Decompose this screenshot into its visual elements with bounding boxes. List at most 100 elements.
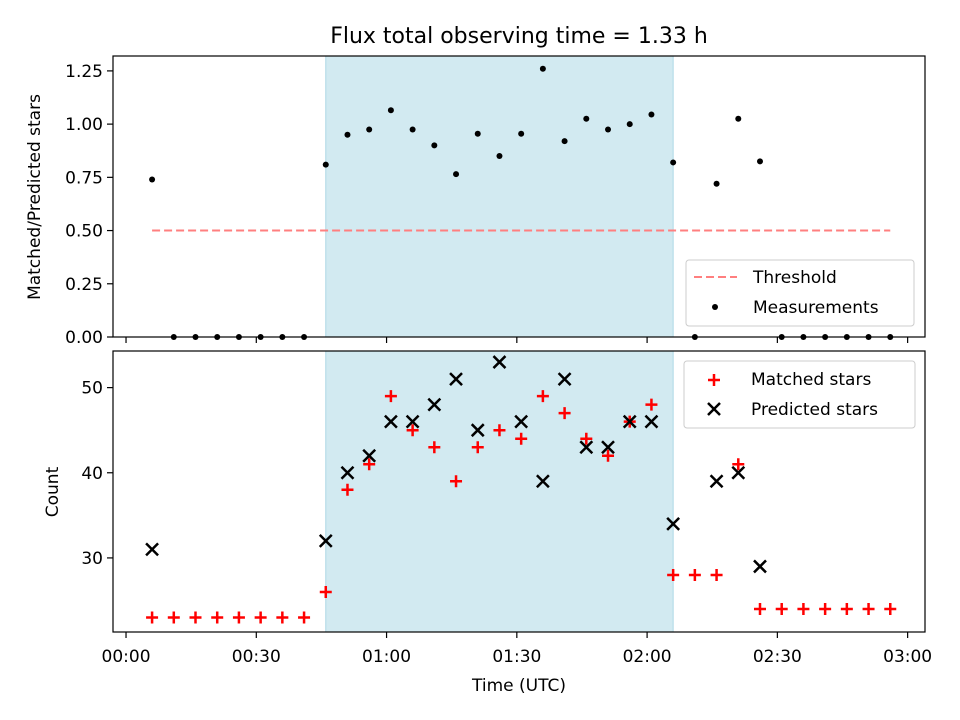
measurement-point	[409, 126, 416, 133]
measurement-point	[670, 159, 677, 166]
matched-star-marker	[732, 458, 745, 471]
ratio-legend-box	[685, 259, 915, 327]
matched-star-marker	[363, 458, 376, 471]
x-tick-label: 03:00	[883, 647, 932, 667]
predicted-star-marker	[427, 397, 442, 412]
measurement-point	[518, 130, 525, 137]
legend-predicted-swatch	[707, 402, 721, 416]
matched-star-marker	[211, 611, 224, 624]
matched-star-marker	[493, 424, 506, 437]
matched-star-marker	[471, 441, 484, 454]
matched-star-marker	[710, 568, 723, 581]
matched-star-marker	[515, 432, 528, 445]
matched-star-marker	[753, 603, 766, 616]
matched-star-marker	[232, 611, 245, 624]
matched-star-marker	[167, 611, 180, 624]
measurement-point	[756, 158, 763, 165]
ratio-x-ticks	[125, 337, 909, 343]
y-tick-label: 0.25	[65, 275, 103, 295]
legend-measurement-label: Measurements	[753, 298, 879, 318]
matched-star-marker	[840, 603, 853, 616]
y-tick-label: 1.25	[65, 62, 103, 82]
measurement-point	[453, 171, 460, 178]
x-axis-label: Time (UTC)	[471, 676, 566, 696]
count-y-ticks: 30 40 50	[81, 379, 113, 569]
predicted-star-marker	[666, 516, 681, 531]
matched-star-marker	[775, 603, 788, 616]
x-tick-label: 01:30	[492, 647, 541, 667]
matched-star-marker	[862, 603, 875, 616]
matched-star-marker	[602, 449, 615, 462]
legend-matched-label: Matched stars	[751, 370, 871, 390]
x-tick-label: 02:30	[753, 647, 802, 667]
matched-star-marker	[298, 611, 311, 624]
predicted-star-marker	[362, 448, 377, 463]
matched-star-marker	[146, 611, 159, 624]
measurement-point	[344, 131, 351, 138]
matched-star-marker	[688, 568, 701, 581]
measurement-point	[648, 111, 655, 118]
count-y-axis-label: Count	[43, 466, 63, 517]
predicted-star-marker	[753, 559, 767, 574]
chart-title: Flux total observing time = 1.33 h	[330, 24, 708, 49]
y-tick-label: 50	[81, 379, 103, 399]
legend-measurement-swatch	[712, 304, 718, 310]
matched-star-marker	[645, 398, 658, 411]
predicted-star-marker	[601, 440, 615, 455]
y-tick-label: 0.00	[65, 328, 103, 348]
predicted-star-marker	[731, 465, 746, 480]
legend-matched-swatch	[708, 374, 720, 386]
matched-star-marker	[580, 432, 593, 445]
ratio-legend: Threshold Measurements	[685, 259, 915, 327]
measurement-point	[431, 142, 438, 149]
matched-star-marker	[341, 483, 354, 496]
observing-interval-shade	[325, 56, 674, 337]
observing-interval-shade	[325, 351, 674, 632]
matched-star-marker	[428, 441, 441, 454]
measurement-point	[735, 115, 742, 122]
predicted-star-marker	[579, 440, 594, 455]
measurement-point	[366, 126, 373, 133]
matched-star-marker	[797, 603, 810, 616]
y-tick-label: 40	[81, 464, 103, 484]
measurement-point	[149, 176, 156, 183]
matched-star-marker	[450, 475, 463, 488]
measurement-point	[583, 115, 590, 122]
ratio-panel: 0.00 0.25 0.50 0.75 1.00 1.25 Matched/Predict…	[25, 55, 926, 348]
measurement-point	[626, 121, 633, 128]
predicted-star-marker	[318, 534, 333, 548]
predicted-star-marker	[514, 414, 529, 429]
legend-predicted-label: Predicted stars	[751, 400, 878, 420]
matched-star-marker	[536, 390, 549, 403]
predicted-star-marker	[145, 542, 159, 557]
measurement-point	[387, 107, 394, 114]
ratio-panel-frame	[112, 55, 926, 338]
measurement-point	[539, 65, 546, 72]
count-panel-frame	[112, 350, 926, 633]
ratio-y-axis-label: Matched/Predicted stars	[25, 94, 45, 300]
matched-star-marker	[667, 568, 680, 581]
matched-star-marker	[189, 611, 202, 624]
shade-rect	[325, 56, 674, 337]
shade-rect	[325, 351, 674, 632]
predicted-star-marker	[535, 474, 550, 489]
x-tick-label: 00:30	[232, 647, 281, 667]
measurement-point	[713, 180, 720, 187]
x-tick-label: 02:00	[623, 647, 672, 667]
predicted-star-markers	[145, 355, 767, 574]
predicted-star-marker	[492, 355, 507, 369]
predicted-star-marker	[644, 414, 659, 429]
matched-star-marker	[406, 424, 419, 437]
matched-star-marker	[884, 603, 897, 616]
measurement-point	[561, 138, 568, 145]
matched-star-markers	[146, 390, 897, 624]
measurement-point	[605, 126, 612, 133]
predicted-star-marker	[340, 465, 355, 480]
predicted-star-marker	[557, 372, 572, 386]
x-tick-label: 01:00	[362, 647, 411, 667]
measurement-point	[474, 130, 481, 137]
predicted-star-marker	[405, 414, 420, 429]
predicted-star-marker	[470, 423, 485, 438]
predicted-star-marker	[622, 414, 637, 429]
